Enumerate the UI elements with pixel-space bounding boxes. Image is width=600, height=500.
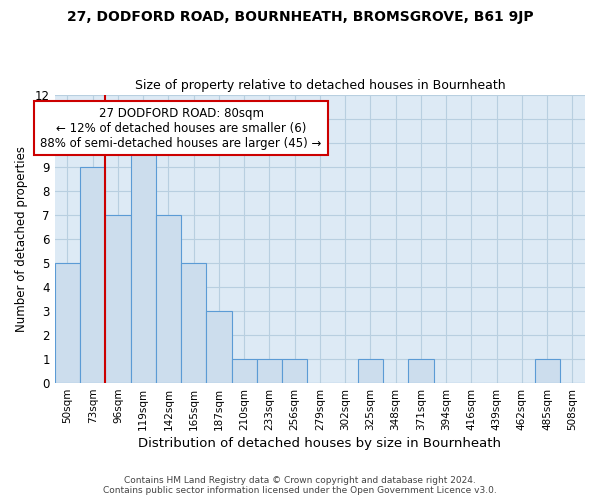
Bar <box>156 215 181 383</box>
Bar <box>131 142 156 383</box>
Y-axis label: Number of detached properties: Number of detached properties <box>15 146 28 332</box>
Bar <box>257 359 282 383</box>
Bar <box>232 359 257 383</box>
Text: 27 DODFORD ROAD: 80sqm
← 12% of detached houses are smaller (6)
88% of semi-deta: 27 DODFORD ROAD: 80sqm ← 12% of detached… <box>40 106 322 150</box>
Title: Size of property relative to detached houses in Bournheath: Size of property relative to detached ho… <box>134 79 505 92</box>
Bar <box>55 263 80 383</box>
Bar <box>282 359 307 383</box>
Text: 27, DODFORD ROAD, BOURNHEATH, BROMSGROVE, B61 9JP: 27, DODFORD ROAD, BOURNHEATH, BROMSGROVE… <box>67 10 533 24</box>
Bar <box>206 311 232 383</box>
Bar <box>535 359 560 383</box>
Text: Contains HM Land Registry data © Crown copyright and database right 2024.
Contai: Contains HM Land Registry data © Crown c… <box>103 476 497 495</box>
Bar <box>181 263 206 383</box>
Bar <box>408 359 434 383</box>
Bar <box>358 359 383 383</box>
X-axis label: Distribution of detached houses by size in Bournheath: Distribution of detached houses by size … <box>139 437 502 450</box>
Bar <box>106 215 131 383</box>
Bar <box>80 166 106 383</box>
